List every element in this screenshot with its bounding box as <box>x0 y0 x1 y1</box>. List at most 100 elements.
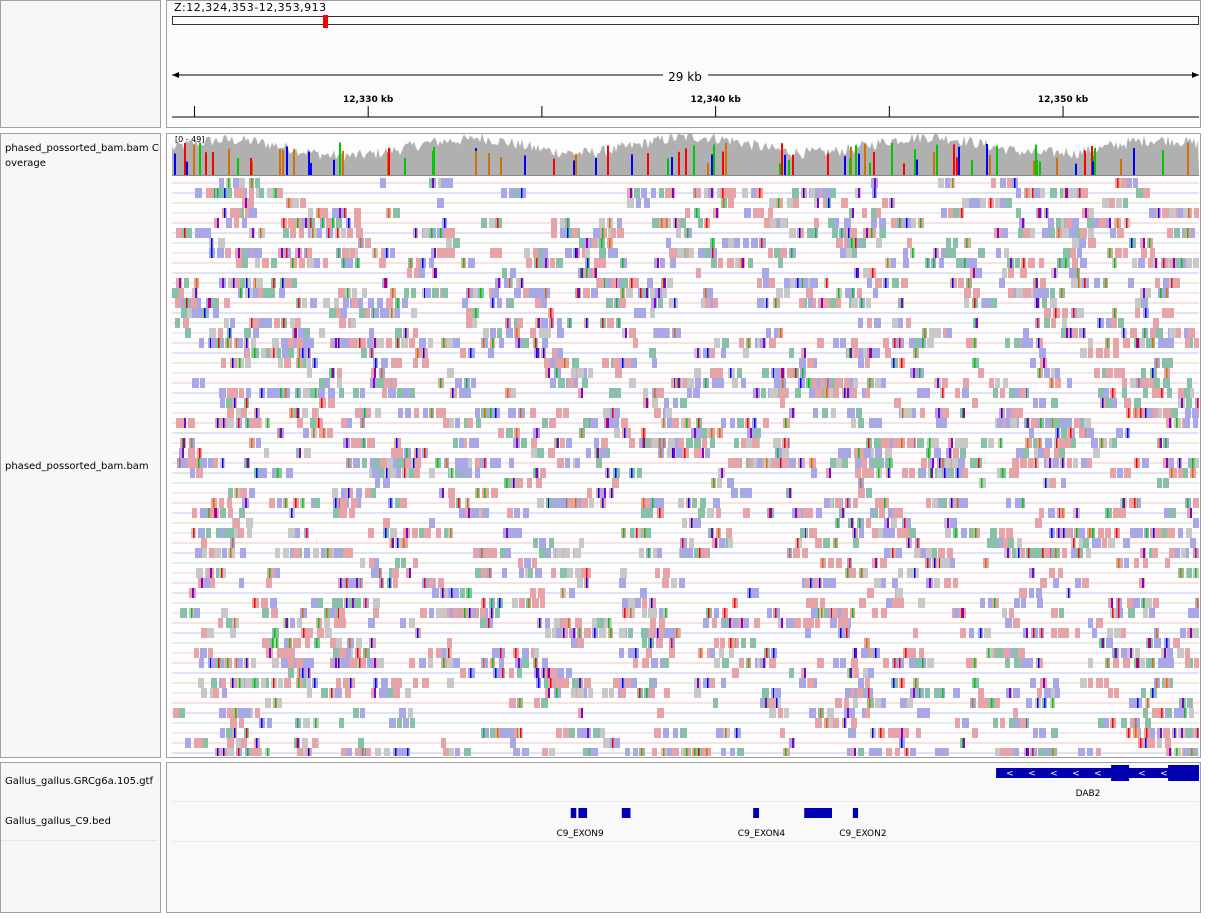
bed-track-name[interactable]: Gallus_gallus_C9.bed <box>5 816 111 827</box>
read-block <box>866 488 872 498</box>
read-block <box>1051 688 1057 698</box>
insertion-marker <box>335 338 337 348</box>
read-mismatch <box>483 598 485 608</box>
read-block <box>960 448 966 458</box>
read-block <box>274 318 280 328</box>
read-block <box>1174 208 1181 218</box>
read-mismatch <box>1026 188 1028 198</box>
read-mismatch <box>357 258 359 268</box>
read-block <box>628 598 635 608</box>
read-block <box>672 438 679 448</box>
alignment-track[interactable] <box>172 176 1199 756</box>
read-block <box>448 608 454 618</box>
read-block <box>510 408 516 418</box>
coverage-track[interactable] <box>172 134 1199 176</box>
read-block <box>743 348 749 358</box>
read-block <box>1157 728 1162 738</box>
read-block <box>1122 378 1127 388</box>
read-mismatch <box>1078 278 1080 288</box>
read-block <box>267 718 272 728</box>
read-mismatch <box>371 638 373 648</box>
read-mismatch <box>298 298 300 308</box>
read-block <box>366 748 371 756</box>
ruler-tick-label: 12,330 kb <box>343 95 394 105</box>
read-mismatch <box>346 598 348 608</box>
ruler-tick-label: 12,340 kb <box>690 95 741 105</box>
read-block <box>769 658 776 668</box>
insertion-marker <box>581 268 583 278</box>
read-block <box>240 548 246 558</box>
alignment-track-name[interactable]: phased_possorted_bam.bam <box>5 461 149 472</box>
read-block <box>414 408 419 418</box>
read-block <box>325 378 330 388</box>
read-block <box>968 258 975 268</box>
read-mismatch <box>957 468 959 478</box>
read-block <box>1012 548 1018 558</box>
read-block <box>799 298 805 308</box>
read-block <box>997 418 1003 428</box>
read-block <box>737 368 742 378</box>
read-mismatch <box>323 428 325 438</box>
read-mismatch <box>535 468 537 478</box>
read-block <box>329 308 336 318</box>
read-block <box>846 218 851 228</box>
span-arrow-right <box>1192 72 1199 78</box>
insertion-marker <box>280 428 282 438</box>
read-block <box>1130 328 1137 338</box>
read-mismatch <box>483 658 485 668</box>
insertion-marker <box>374 658 376 668</box>
read-mismatch <box>312 228 314 238</box>
read-block <box>349 338 356 348</box>
read-block <box>298 328 304 338</box>
read-block <box>687 378 694 388</box>
feature-tracks[interactable]: <<<<<<<<< <box>172 762 1199 852</box>
read-block <box>373 608 379 618</box>
read-block <box>1177 648 1184 658</box>
read-block <box>355 408 362 418</box>
read-mismatch <box>1038 208 1040 218</box>
read-block <box>443 418 450 428</box>
read-block <box>247 528 252 538</box>
read-mismatch <box>1026 418 1028 428</box>
current-region-marker[interactable] <box>323 15 328 28</box>
read-block <box>978 698 983 708</box>
read-block <box>910 748 916 756</box>
read-block <box>882 198 888 208</box>
read-mismatch <box>1146 528 1148 538</box>
read-block <box>304 548 310 558</box>
read-mismatch <box>978 458 980 468</box>
read-mismatch <box>858 448 860 458</box>
insertion-marker <box>852 208 854 218</box>
read-block <box>1002 608 1007 618</box>
read-block <box>689 538 694 548</box>
read-mismatch <box>443 658 445 668</box>
read-block <box>714 638 719 648</box>
gtf-track-name[interactable]: Gallus_gallus.GRCg6a.105.gtf <box>5 776 153 787</box>
read-block <box>780 218 787 228</box>
coverage-track-name[interactable]: phased_possorted_bam.bam Coverage <box>5 143 159 169</box>
read-block <box>1088 618 1093 628</box>
read-block <box>353 458 360 468</box>
read-block <box>869 748 876 756</box>
chromosome-ideogram[interactable] <box>172 15 1199 28</box>
read-mismatch <box>723 198 725 208</box>
read-mismatch <box>651 598 653 608</box>
read-block <box>812 378 817 388</box>
ruler[interactable]: 29 kb 12,330 kb 12,340 kb 12,350 kb <box>166 66 1201 126</box>
read-block <box>865 358 870 368</box>
read-block <box>583 418 589 428</box>
read-block <box>1009 608 1014 618</box>
read-mismatch <box>1083 328 1085 338</box>
feature-data-panel[interactable] <box>166 762 1201 913</box>
read-block <box>875 498 882 508</box>
read-block <box>211 658 218 668</box>
read-mismatch <box>777 448 779 458</box>
read-mismatch <box>273 348 275 358</box>
read-block <box>811 608 816 618</box>
read-mismatch <box>579 628 581 638</box>
read-block <box>497 298 502 308</box>
read-mismatch <box>785 748 787 756</box>
read-block <box>401 558 406 568</box>
insertion-marker <box>711 188 713 198</box>
insertion-marker <box>657 258 659 268</box>
